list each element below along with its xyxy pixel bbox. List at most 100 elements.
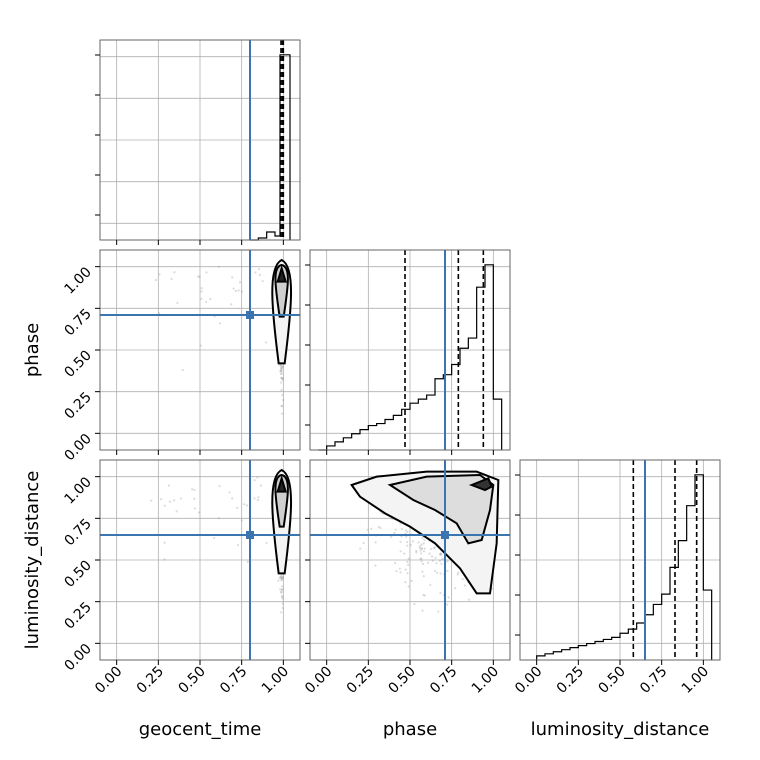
scatter-point <box>440 553 443 557</box>
scatter-point <box>456 573 459 576</box>
injection-marker <box>246 311 254 319</box>
scatter-point <box>374 564 377 567</box>
scatter-point <box>217 517 220 520</box>
scatter-point <box>279 575 282 578</box>
scatter-point <box>281 602 284 605</box>
scatter-point <box>395 569 398 573</box>
scatter-point <box>280 588 283 592</box>
scatter-point <box>230 303 233 306</box>
scatter-point <box>422 593 425 597</box>
scatter-point <box>422 550 426 553</box>
scatter-point <box>404 581 407 584</box>
scatter-point <box>433 569 437 573</box>
scatter-point <box>434 556 437 559</box>
scatter-point <box>429 547 433 551</box>
histogram-panel-luminosity_distance: 0.00 0.25 0.50 0.75 1.00 <box>512 459 721 697</box>
scatter-point <box>440 562 443 565</box>
scatter-point <box>423 547 426 550</box>
scatter-point <box>279 372 283 375</box>
scatter-point <box>205 271 208 274</box>
scatter-point <box>467 598 471 601</box>
scatter-point <box>280 376 283 379</box>
scatter-point <box>422 575 425 578</box>
scatter-point <box>446 560 449 563</box>
scatter-point <box>281 365 285 368</box>
scatter-point <box>213 536 216 540</box>
scatter-point <box>261 279 264 283</box>
scatter-point <box>175 510 178 513</box>
scatter-point <box>439 552 442 555</box>
scatter-point <box>281 575 284 579</box>
scatter-point <box>411 540 415 543</box>
scatter-point <box>420 547 424 550</box>
scatter-point <box>265 541 268 545</box>
scatter-point <box>193 507 196 510</box>
histogram-step <box>536 474 713 660</box>
scatter-point <box>280 388 283 392</box>
scatter-point <box>280 596 284 599</box>
scatter-point <box>159 498 163 501</box>
injection-marker <box>246 531 254 539</box>
x-axis-label-luminosity-distance: luminosity_distance <box>531 719 710 740</box>
histogram-step <box>250 54 291 241</box>
scatter-point <box>428 552 431 555</box>
scatter-point <box>246 560 249 563</box>
scatter-point <box>420 543 423 546</box>
scatter-point <box>421 570 424 573</box>
scatter-point <box>393 561 397 565</box>
scatter-point <box>181 368 184 372</box>
scatter-point <box>231 497 234 500</box>
scatter-point <box>258 273 261 276</box>
scatter-point <box>280 372 283 375</box>
scatter-point <box>163 504 166 507</box>
scatter-point <box>423 538 426 542</box>
scatter-point <box>461 578 464 581</box>
scatter-point <box>440 558 444 561</box>
scatter-point <box>279 369 282 373</box>
scatter-point <box>281 578 284 581</box>
scatter-point <box>362 541 365 545</box>
scatter-point <box>279 364 282 367</box>
scatter-point <box>420 547 423 550</box>
scatter-point <box>150 499 153 502</box>
scatter-point <box>399 550 402 553</box>
scatter-point <box>359 547 362 550</box>
scatter-point <box>231 276 234 279</box>
scatter-point <box>179 497 183 500</box>
scatter-point <box>438 553 442 556</box>
scatter-point <box>200 290 203 293</box>
scatter-point <box>198 275 201 278</box>
scatter-point <box>393 531 396 535</box>
scatter-point <box>463 584 466 587</box>
scatter-point <box>446 569 449 573</box>
scatter-point <box>280 369 283 373</box>
scatter-point <box>281 405 284 408</box>
scatter-point <box>176 301 179 304</box>
scatter-point <box>280 367 283 371</box>
scatter-point <box>410 579 413 582</box>
scatter-point <box>154 278 158 282</box>
scatter-point <box>193 497 196 500</box>
joint-content <box>100 250 300 450</box>
joint-content <box>100 460 300 660</box>
scatter-point <box>280 591 283 594</box>
contour-inner <box>276 474 288 493</box>
scatter-point <box>413 603 416 606</box>
scatter-point <box>253 497 256 500</box>
scatter-point <box>278 577 281 580</box>
scatter-point <box>282 576 285 579</box>
scatter-point <box>439 572 442 575</box>
scatter-point <box>281 575 284 579</box>
scatter-point <box>281 607 284 610</box>
scatter-point <box>439 591 442 595</box>
histogram-panel-phase <box>305 249 511 455</box>
scatter-point <box>258 267 261 271</box>
scatter-point <box>254 271 257 274</box>
histogram-step <box>318 264 503 451</box>
scatter-point <box>197 511 201 514</box>
scatter-point <box>256 476 259 479</box>
scatter-point <box>429 583 432 587</box>
scatter-point <box>421 536 424 540</box>
scatter-point <box>281 594 284 598</box>
